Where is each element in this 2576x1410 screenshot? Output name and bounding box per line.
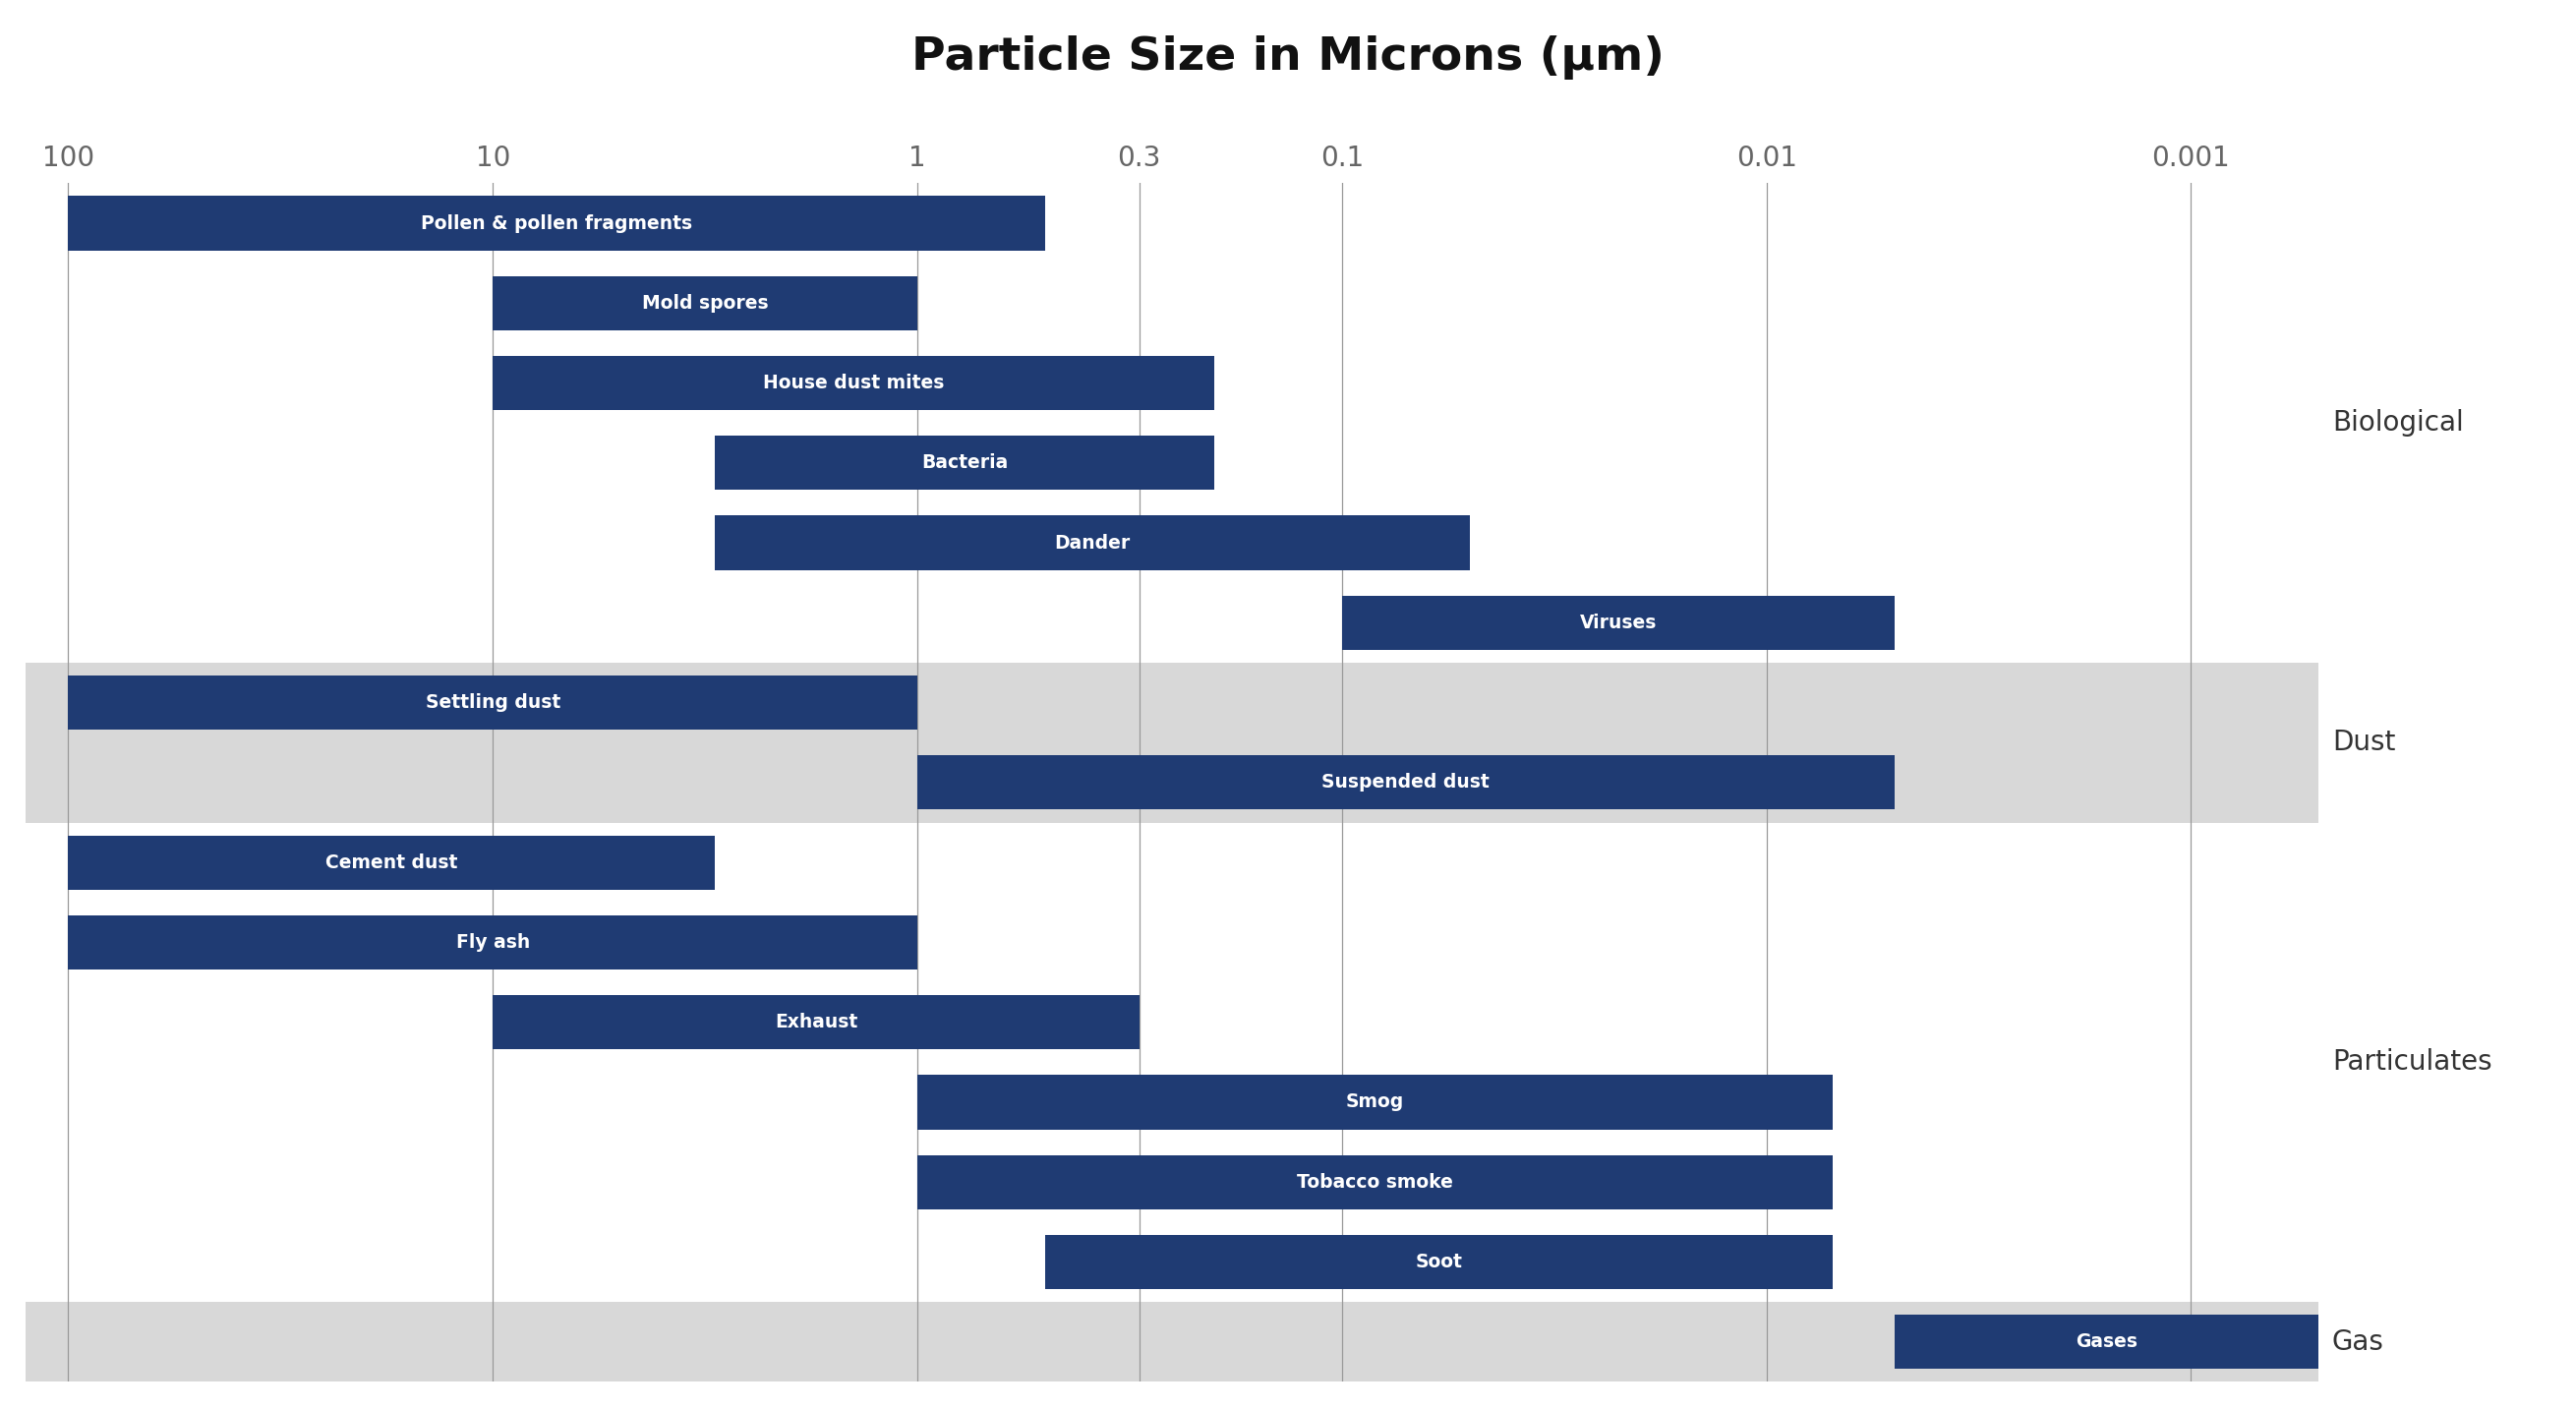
Bar: [714, 516, 1471, 570]
Bar: [67, 196, 1046, 251]
Bar: [492, 276, 917, 330]
Bar: [917, 1155, 1832, 1210]
Text: Bacteria: Bacteria: [922, 454, 1007, 472]
Text: Cement dust: Cement dust: [325, 853, 459, 871]
Text: Fly ash: Fly ash: [456, 933, 531, 952]
Text: Viruses: Viruses: [1579, 613, 1656, 632]
Bar: [67, 835, 714, 890]
Text: Dander: Dander: [1054, 533, 1131, 553]
Text: Biological: Biological: [2331, 409, 2463, 437]
Text: Pollen & pollen fragments: Pollen & pollen fragments: [420, 214, 693, 233]
Text: Particle Size in Microns (μm): Particle Size in Microns (μm): [912, 35, 1664, 79]
Text: Dust: Dust: [2331, 729, 2396, 756]
Text: House dust mites: House dust mites: [762, 374, 943, 392]
Text: Tobacco smoke: Tobacco smoke: [1296, 1173, 1453, 1191]
Text: Soot: Soot: [1414, 1252, 1463, 1272]
Bar: [492, 355, 1213, 410]
Bar: [26, 663, 2318, 822]
Text: Particulates: Particulates: [2331, 1049, 2491, 1076]
Bar: [492, 995, 1139, 1049]
Text: Suspended dust: Suspended dust: [1321, 773, 1489, 792]
Bar: [1046, 1235, 1832, 1289]
Bar: [714, 436, 1213, 491]
Bar: [1893, 1314, 2318, 1369]
Text: Gases: Gases: [2076, 1332, 2138, 1351]
Bar: [917, 1074, 1832, 1129]
Text: Exhaust: Exhaust: [775, 1012, 858, 1032]
Bar: [67, 915, 917, 970]
Text: Settling dust: Settling dust: [425, 694, 559, 712]
Bar: [67, 675, 917, 730]
Bar: [1342, 595, 1893, 650]
Text: Gas: Gas: [2331, 1328, 2383, 1355]
Text: Smog: Smog: [1345, 1093, 1404, 1111]
Text: Mold spores: Mold spores: [641, 293, 768, 313]
Bar: [26, 1301, 2318, 1382]
Bar: [917, 756, 1893, 809]
